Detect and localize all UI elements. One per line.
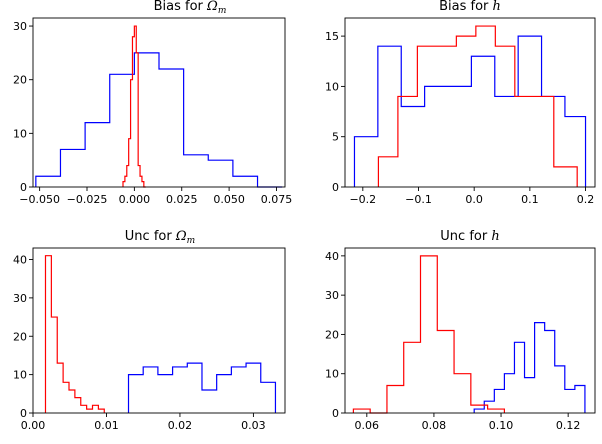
y-tick-label: 10 (13, 127, 27, 140)
x-tick-label: 0.01 (94, 419, 119, 432)
y-tick-label: 0 (20, 407, 27, 420)
y-tick-label: 5 (332, 131, 339, 144)
x-tick-label: 0.0 (465, 193, 483, 206)
x-tick-label: 0.06 (355, 419, 380, 432)
axes-frame (32, 17, 286, 188)
y-tick-label: 40 (13, 254, 27, 267)
x-tick-label: −0.050 (19, 193, 60, 206)
histogram-series-red (352, 255, 505, 414)
histogram-series-blue (127, 362, 277, 413)
panel-title: Unc for Ωm (125, 229, 195, 246)
y-tick-label: 0 (332, 407, 339, 420)
x-tick-label: 0.00 (21, 419, 46, 432)
x-tick-label: 0.025 (166, 193, 198, 206)
y-tick-label: 40 (325, 250, 339, 263)
panel-title: Unc for h (440, 229, 499, 244)
panel-title: Bias for Ωm (154, 0, 227, 16)
x-tick-label: 0.03 (241, 419, 266, 432)
y-tick-label: 30 (325, 289, 339, 302)
x-tick-label: 0.08 (422, 419, 447, 432)
histogram-series-blue (353, 35, 587, 187)
panel-unc-h: Unc for h 0.06 0.08 0.10 0.12 0 10 20 30 40 (325, 229, 596, 432)
x-tick-label: −0.2 (349, 193, 376, 206)
x-tick-label: 0.02 (168, 419, 193, 432)
x-tick-label: 0.2 (577, 193, 595, 206)
x-tick-label: 0.000 (119, 193, 151, 206)
panel-bias-omega-m: Bias for Ωm −0.050 −0.025 0.000 0.025 0.050 0… (13, 0, 292, 206)
x-tick-label: −0.025 (67, 193, 108, 206)
x-tick-label: 0.050 (213, 193, 245, 206)
y-tick-label: 30 (13, 292, 27, 305)
y-tick-label: 20 (13, 330, 27, 343)
x-tick-label: 0.12 (556, 419, 581, 432)
histogram-series-red (122, 25, 146, 188)
x-tick-label: 0.10 (489, 419, 514, 432)
histogram-series-blue (473, 322, 586, 413)
panel-title: Bias for h (439, 0, 501, 14)
y-tick-label: 0 (20, 181, 27, 194)
x-tick-label: 0.1 (521, 193, 539, 206)
y-tick-label: 15 (325, 30, 339, 43)
panel-bias-h: Bias for h −0.2 −0.1 0.0 0.1 0.2 0 5 10 15 (325, 0, 596, 206)
y-tick-label: 0 (332, 181, 339, 194)
axes-frame (32, 247, 286, 414)
x-tick-label: −0.1 (405, 193, 432, 206)
panel-unc-omega-m: Unc for Ωm 0.00 0.01 0.02 0.03 0 10 20 30 40 (13, 229, 286, 432)
y-tick-label: 10 (325, 80, 339, 93)
y-tick-label: 20 (13, 74, 27, 87)
x-tick-label: 0.075 (261, 193, 293, 206)
y-tick-label: 10 (13, 369, 27, 382)
y-tick-label: 20 (325, 328, 339, 341)
y-tick-label: 30 (13, 20, 27, 33)
histogram-series-red (377, 25, 578, 187)
axes-frame (344, 247, 596, 414)
histogram-series-blue (35, 52, 283, 188)
y-tick-label: 10 (325, 368, 339, 381)
histogram-series-red (44, 255, 105, 413)
axes-frame (344, 17, 596, 188)
